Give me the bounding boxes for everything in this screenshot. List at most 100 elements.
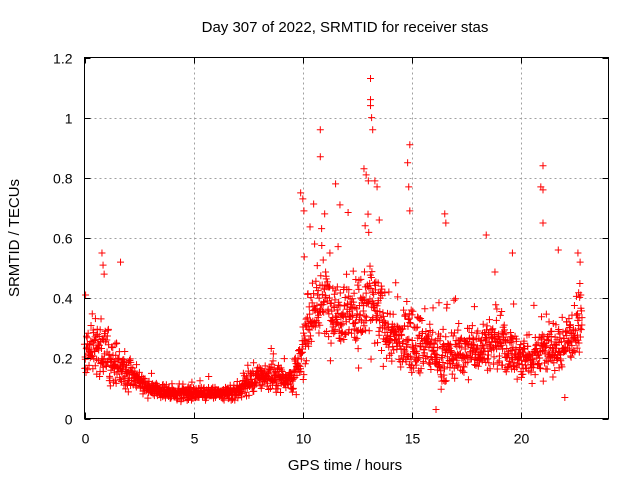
data-point	[324, 305, 332, 313]
data-point	[394, 293, 402, 301]
data-point	[326, 249, 334, 257]
data-point	[543, 342, 551, 350]
data-point	[496, 311, 504, 319]
data-point	[527, 368, 535, 376]
data-point	[491, 329, 499, 337]
data-point	[310, 290, 318, 298]
data-point	[391, 327, 399, 335]
data-point	[535, 361, 543, 369]
data-point	[144, 394, 152, 402]
data-point	[388, 357, 396, 365]
data-point	[238, 393, 246, 401]
data-point	[532, 344, 540, 352]
data-point	[300, 207, 308, 215]
data-point	[117, 378, 125, 386]
data-point	[233, 378, 241, 386]
data-point	[336, 289, 344, 297]
data-point	[378, 346, 386, 354]
data-point	[545, 318, 553, 326]
data-point	[292, 391, 300, 399]
data-point	[578, 321, 586, 329]
data-point	[417, 365, 425, 373]
data-point	[367, 285, 375, 293]
data-point	[404, 341, 412, 349]
data-point	[355, 285, 363, 293]
data-point	[434, 344, 442, 352]
data-point	[562, 328, 570, 336]
data-point	[92, 335, 100, 343]
data-point	[377, 288, 385, 296]
y-tick-label: 0.8	[53, 171, 73, 187]
data-point	[323, 327, 331, 335]
data-point	[482, 231, 490, 239]
data-point	[406, 318, 414, 326]
data-point	[369, 126, 377, 134]
data-point	[362, 171, 370, 179]
data-point	[261, 362, 269, 370]
data-point	[336, 201, 344, 209]
data-point	[100, 270, 108, 278]
data-point	[280, 380, 288, 388]
data-point	[566, 322, 574, 330]
data-point	[117, 258, 125, 266]
data-point	[443, 300, 451, 308]
data-point	[367, 274, 375, 282]
data-point	[577, 291, 585, 299]
data-point	[196, 377, 204, 385]
axis-ticks	[84, 57, 609, 420]
data-point	[406, 207, 414, 215]
data-point	[311, 323, 319, 331]
data-point	[360, 268, 368, 276]
data-point	[111, 376, 119, 384]
data-point	[295, 361, 303, 369]
data-point	[568, 342, 576, 350]
data-point	[552, 321, 560, 329]
data-point	[463, 352, 471, 360]
data-point	[399, 325, 407, 333]
data-point	[503, 345, 511, 353]
data-point	[435, 299, 443, 307]
data-point	[414, 355, 422, 363]
data-point	[485, 316, 493, 324]
data-point	[250, 359, 258, 367]
data-point	[412, 341, 420, 349]
data-point	[98, 344, 106, 352]
data-point	[85, 361, 93, 369]
data-point	[429, 328, 437, 336]
data-point	[106, 374, 114, 382]
data-point	[460, 363, 468, 371]
data-point	[126, 355, 134, 363]
data-point	[357, 275, 365, 283]
data-point	[328, 307, 336, 315]
data-point	[390, 335, 398, 343]
data-point	[104, 325, 112, 333]
data-point	[381, 289, 389, 297]
data-point	[367, 96, 375, 104]
data-point	[335, 298, 343, 306]
data-point	[365, 298, 373, 306]
data-point	[399, 339, 407, 347]
data-point	[367, 102, 375, 110]
data-point	[387, 337, 395, 345]
data-point	[322, 275, 330, 283]
data-point	[404, 159, 412, 167]
data-point	[576, 325, 584, 333]
data-point	[576, 333, 584, 341]
data-point	[376, 308, 384, 316]
data-point	[551, 367, 559, 375]
data-point	[445, 341, 453, 349]
data-point	[87, 346, 95, 354]
data-point	[267, 344, 275, 352]
data-point	[539, 219, 547, 227]
data-point	[432, 350, 440, 358]
chart-title: Day 307 of 2022, SRMTID for receiver sta…	[202, 19, 489, 36]
data-point	[374, 279, 382, 287]
data-point	[516, 344, 524, 352]
data-point	[454, 326, 462, 334]
data-point	[315, 294, 323, 302]
data-point	[537, 334, 545, 342]
data-point	[366, 262, 374, 270]
data-point	[368, 268, 376, 276]
data-point	[399, 338, 407, 346]
data-point	[299, 375, 307, 383]
